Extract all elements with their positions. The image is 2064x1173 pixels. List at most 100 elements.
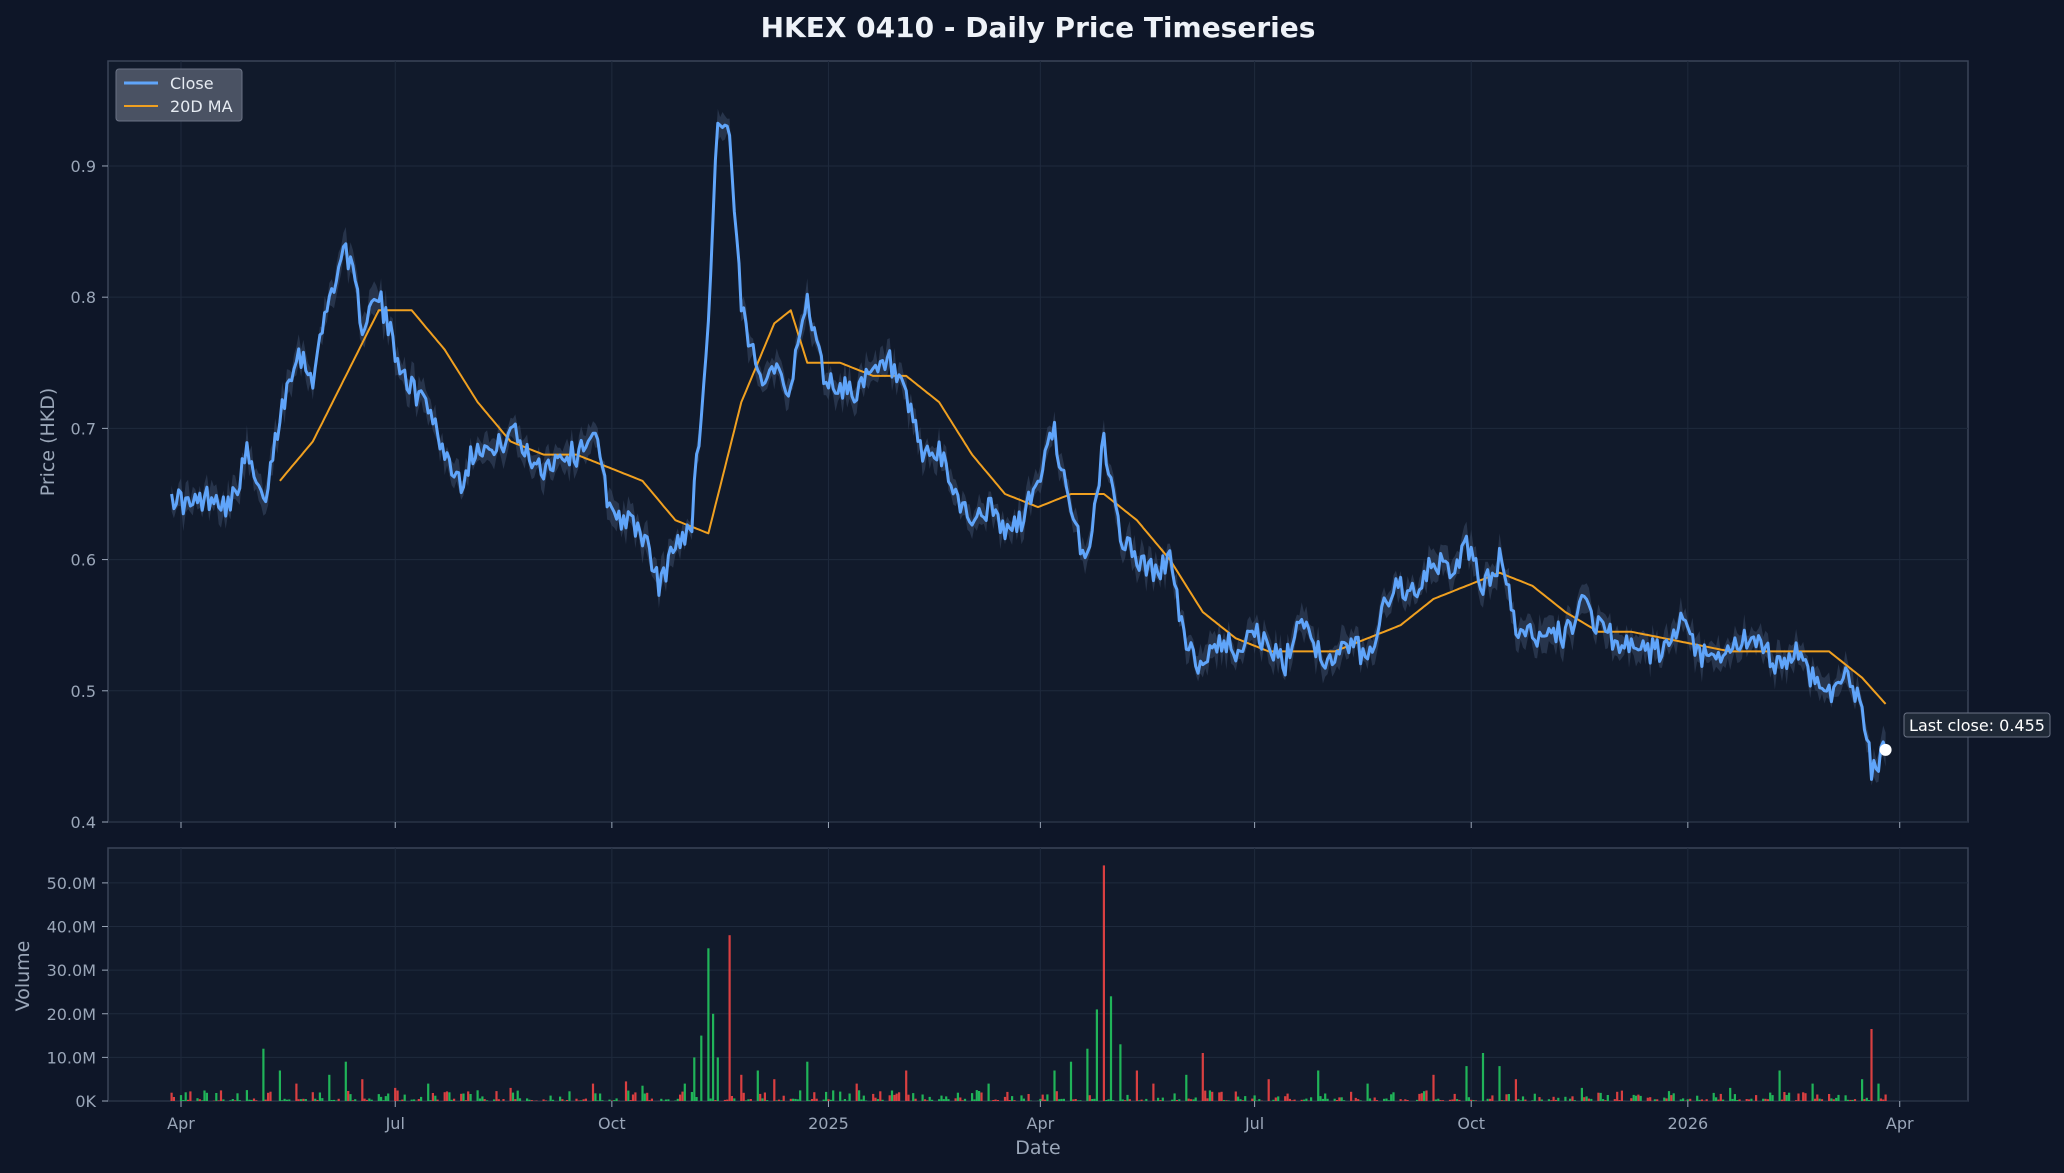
volume-bar [648, 1100, 651, 1101]
volume-bar [337, 1098, 340, 1101]
volume-bar [205, 1092, 208, 1101]
volume-bar [295, 1083, 298, 1101]
volume-bar [530, 1100, 533, 1101]
volume-bar [1072, 1099, 1075, 1101]
volume-bar [1698, 1099, 1701, 1101]
volume-bar [1552, 1096, 1555, 1101]
volume-bar [1300, 1099, 1303, 1101]
volume-bar [1441, 1100, 1445, 1101]
volume-bar [1531, 1100, 1534, 1101]
volume-bar [893, 1094, 896, 1101]
volume-bar [1620, 1090, 1623, 1101]
volume-bar [695, 1097, 698, 1101]
volume-bar [495, 1091, 498, 1101]
volume-bar [1204, 1090, 1207, 1101]
volume-bar [1293, 1099, 1296, 1101]
volume-bar [777, 1099, 781, 1101]
volume-bar [403, 1094, 406, 1101]
volume-bar [627, 1090, 630, 1101]
volume-bar [328, 1074, 331, 1101]
volume-bar [895, 1093, 898, 1101]
volume-bar [1060, 1098, 1063, 1101]
volume-bar [1877, 1083, 1880, 1101]
volume-bar [945, 1096, 948, 1101]
volume-bar [321, 1098, 324, 1101]
volume-bar [1750, 1098, 1753, 1101]
volume-bar [201, 1100, 204, 1101]
volume-bar [198, 1099, 201, 1101]
volume-bar [1481, 1053, 1485, 1101]
volume-bar [561, 1099, 564, 1101]
volume-bar [1616, 1091, 1619, 1101]
volume-bar [1835, 1097, 1838, 1101]
volume-bar [660, 1098, 663, 1101]
volume-bar [1853, 1099, 1857, 1101]
volume-bar [1639, 1095, 1642, 1101]
volume-bar [493, 1099, 496, 1101]
volume-bar [264, 1099, 267, 1101]
x-tick-label: 2025 [808, 1114, 849, 1133]
volume-bar [231, 1099, 234, 1101]
volume-bar [1326, 1098, 1329, 1101]
volume-bar [690, 1092, 693, 1101]
volume-bar [714, 1100, 717, 1101]
volume-bar [742, 1092, 745, 1101]
volume-bar [1818, 1098, 1821, 1101]
volume-bar [822, 1099, 825, 1101]
volume-bar [1547, 1099, 1550, 1101]
volume-bar [773, 1079, 776, 1101]
volume-bar [615, 1098, 618, 1101]
volume-bar [1189, 1099, 1193, 1101]
volume-bar [775, 1100, 778, 1101]
chart-title: HKEX 0410 - Daily Price Timeseries [761, 11, 1316, 44]
volume-bar [288, 1099, 291, 1101]
volume-bar [829, 1099, 832, 1101]
volume-bar [1340, 1097, 1343, 1101]
volume-bar [248, 1099, 251, 1101]
close-series [170, 121, 1888, 781]
volume-bar [1432, 1074, 1435, 1101]
volume-bar [384, 1096, 387, 1101]
x-tick-label: Apr [1886, 1114, 1914, 1133]
volume-bar [1368, 1098, 1372, 1101]
volume-bar [730, 1096, 733, 1101]
volume-bar [855, 1083, 858, 1101]
volume-bar [601, 1100, 604, 1101]
volume-bar [992, 1100, 995, 1101]
volume-bar [1420, 1093, 1423, 1101]
volume-bar [297, 1099, 300, 1101]
volume-bar [483, 1099, 486, 1101]
volume-bar [1244, 1096, 1247, 1101]
price-y-tick-label: 0.6 [71, 551, 96, 570]
price-y-tick-label: 0.7 [71, 419, 96, 438]
volume-bar [1062, 1098, 1065, 1101]
volume-bar [559, 1096, 562, 1101]
volume-bar [1222, 1100, 1226, 1101]
volume-bar [278, 1070, 281, 1101]
volume-bar [813, 1092, 816, 1101]
volume-bar [281, 1100, 284, 1101]
volume-bar [1305, 1098, 1308, 1101]
volume-bar [858, 1090, 861, 1101]
volume-bar [1095, 1009, 1098, 1101]
volume-bar [1423, 1091, 1426, 1101]
volume-bar [1679, 1099, 1682, 1101]
volume-bar [980, 1092, 983, 1101]
volume-bar [747, 1099, 750, 1101]
volume-panel: 0K 10.0M 20.0M 30.0M 40.0M 50.0M Apr Jul Oct 202… [12, 847, 1969, 1159]
volume-bar [1700, 1099, 1703, 1101]
volume-bar [827, 1099, 830, 1101]
volume-bar [1178, 1099, 1181, 1101]
volume-bar [347, 1091, 350, 1101]
volume-bar [382, 1100, 385, 1101]
volume-bar [1830, 1098, 1833, 1101]
volume-bar [460, 1093, 463, 1101]
x-tick-label: 2026 [1667, 1114, 1708, 1133]
volume-bar [1267, 1079, 1270, 1101]
volume-bar [1580, 1087, 1583, 1101]
volume-bar [217, 1100, 220, 1101]
volume-bar [1587, 1098, 1590, 1101]
volume-bar [1324, 1093, 1327, 1101]
volume-bar [314, 1098, 317, 1101]
volume-bar [222, 1099, 225, 1101]
